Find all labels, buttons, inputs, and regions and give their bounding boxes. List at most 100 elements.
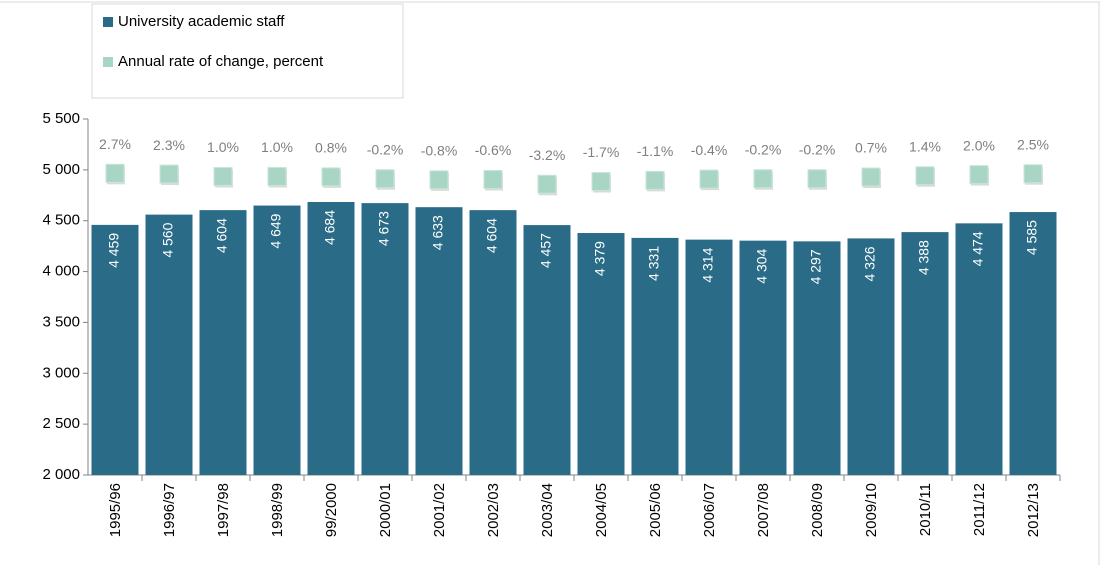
bar-label: 4 379 xyxy=(592,241,608,276)
rate-label: -1.1% xyxy=(637,143,674,159)
x-tick-label: 2001/02 xyxy=(431,483,448,537)
y-tick-label: 3 000 xyxy=(42,364,80,381)
x-tick-label: 2005/06 xyxy=(647,483,664,537)
bar xyxy=(739,240,787,475)
bar-label: 4 673 xyxy=(376,211,392,246)
x-tick-label: 2010/11 xyxy=(917,483,934,536)
rate-marker xyxy=(321,167,341,187)
legend-box xyxy=(91,3,404,99)
bar xyxy=(685,239,733,475)
rate-label: -0.2% xyxy=(745,141,782,157)
rate-label: -0.6% xyxy=(475,142,512,158)
bar xyxy=(469,210,517,476)
bar-label: 4 560 xyxy=(160,222,176,257)
rate-label: -0.2% xyxy=(367,141,404,157)
rate-marker xyxy=(753,169,773,189)
rate-label: -0.8% xyxy=(421,143,458,159)
bar xyxy=(523,225,571,475)
rate-marker xyxy=(915,166,935,186)
rate-marker xyxy=(861,167,881,187)
bar-label: 4 388 xyxy=(916,240,932,275)
bar-label: 4 649 xyxy=(268,213,284,248)
bar-label: 4 297 xyxy=(808,249,824,284)
x-tick-label: 2003/04 xyxy=(539,483,556,537)
legend-swatch xyxy=(103,57,113,67)
x-tick-label: 99/2000 xyxy=(323,483,340,537)
x-tick-label: 2007/08 xyxy=(755,483,772,537)
x-tick-label: 2006/07 xyxy=(701,483,718,537)
bar xyxy=(1009,212,1057,475)
rate-label: -1.7% xyxy=(583,144,620,160)
bar-label: 4 604 xyxy=(214,218,230,253)
legend-swatch xyxy=(103,17,113,27)
rate-label: 1.0% xyxy=(261,139,293,155)
bar-label: 4 474 xyxy=(970,231,986,266)
y-tick-label: 4 500 xyxy=(42,212,80,229)
bar-label: 4 331 xyxy=(646,246,662,281)
rate-marker xyxy=(375,169,395,189)
rate-marker xyxy=(699,169,719,189)
y-tick-label: 2 500 xyxy=(42,415,80,432)
rate-marker xyxy=(267,166,287,186)
rate-marker xyxy=(969,165,989,185)
x-tick-label: 2004/05 xyxy=(593,483,610,537)
bar xyxy=(901,232,949,475)
x-tick-label: 2009/10 xyxy=(863,483,880,537)
bar-label: 4 459 xyxy=(106,233,122,268)
rate-label: 0.7% xyxy=(855,140,887,156)
rate-label: -0.2% xyxy=(799,141,836,157)
bar xyxy=(307,201,355,476)
rate-label: 1.0% xyxy=(207,139,239,155)
x-tick-label: 2002/03 xyxy=(485,483,502,537)
bar-label: 4 457 xyxy=(538,233,554,268)
legend-label: University academic staff xyxy=(118,13,285,30)
rate-marker xyxy=(537,174,557,194)
bar xyxy=(415,207,463,475)
bar-label: 4 326 xyxy=(862,246,878,281)
bar xyxy=(361,203,409,475)
rate-marker xyxy=(159,164,179,184)
bar-label: 4 633 xyxy=(430,215,446,250)
rate-marker xyxy=(591,171,611,191)
y-tick-label: 5 500 xyxy=(42,110,80,127)
bar xyxy=(199,210,247,476)
bar xyxy=(847,238,895,475)
rate-marker xyxy=(483,169,503,189)
rate-label: -3.2% xyxy=(529,147,566,163)
rate-label: 2.3% xyxy=(153,137,185,153)
rate-marker xyxy=(645,170,665,190)
rate-marker xyxy=(1023,164,1043,184)
x-tick-label: 1996/97 xyxy=(161,483,178,537)
rate-marker xyxy=(429,170,449,190)
rate-marker xyxy=(105,163,125,183)
rate-label: 0.8% xyxy=(315,140,347,156)
bar-label: 4 585 xyxy=(1024,220,1040,255)
x-tick-label: 1997/98 xyxy=(215,483,232,537)
x-tick-label: 1995/96 xyxy=(107,483,124,537)
x-tick-label: 2011/12 xyxy=(971,483,988,536)
rate-label: -0.4% xyxy=(691,142,728,158)
x-tick-label: 1998/99 xyxy=(269,483,286,537)
legend-label: Annual rate of change, percent xyxy=(118,53,324,70)
rate-label: 2.7% xyxy=(99,136,131,152)
y-tick-label: 3 500 xyxy=(42,313,80,330)
y-tick-label: 5 000 xyxy=(42,161,80,178)
rate-label: 1.4% xyxy=(909,138,941,154)
bar xyxy=(577,233,625,475)
bar xyxy=(91,224,139,475)
rate-label: 2.5% xyxy=(1017,136,1049,152)
bar xyxy=(955,223,1003,475)
x-tick-label: 2000/01 xyxy=(377,483,394,537)
rate-label: 2.0% xyxy=(963,137,995,153)
x-tick-label: 2008/09 xyxy=(809,483,826,537)
bar-label: 4 304 xyxy=(754,248,770,283)
bar xyxy=(253,205,301,476)
rate-marker xyxy=(807,169,827,189)
bar xyxy=(793,241,841,475)
bar-label: 4 604 xyxy=(484,218,500,253)
y-tick-label: 2 000 xyxy=(42,466,80,483)
bar xyxy=(631,237,679,475)
bar-label: 4 314 xyxy=(700,247,716,282)
bar xyxy=(145,214,193,475)
